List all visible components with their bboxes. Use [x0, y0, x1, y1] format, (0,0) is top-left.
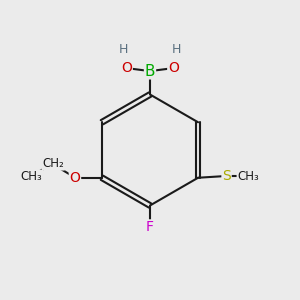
Text: CH₃: CH₃: [21, 170, 43, 183]
Text: S: S: [222, 169, 231, 183]
Text: H: H: [119, 43, 128, 56]
Text: O: O: [168, 61, 179, 75]
Text: CH₂: CH₂: [43, 157, 64, 170]
Text: O: O: [70, 171, 80, 185]
Text: H: H: [172, 43, 181, 56]
Text: CH₃: CH₃: [237, 170, 259, 183]
Text: B: B: [145, 64, 155, 79]
Text: O: O: [121, 61, 132, 75]
Text: F: F: [146, 220, 154, 234]
